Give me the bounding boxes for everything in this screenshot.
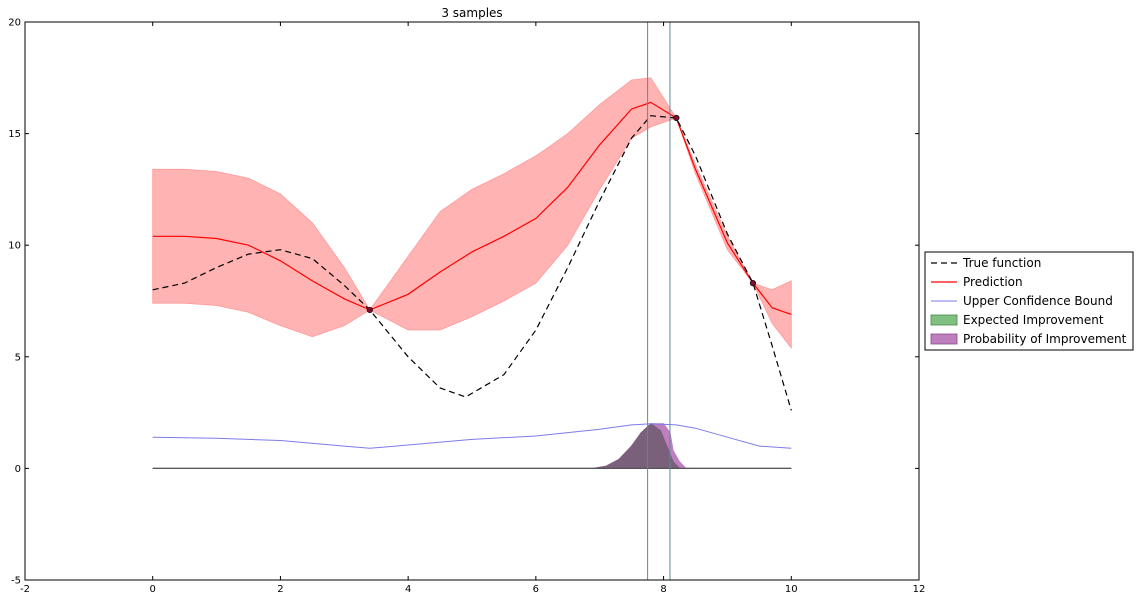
x-tick-label: 0 (150, 584, 156, 595)
x-tick-label: 8 (660, 584, 666, 595)
y-tick-label: 5 (15, 352, 21, 363)
x-tick-label: 12 (913, 584, 926, 595)
legend-label: Expected Improvement (963, 313, 1104, 327)
y-tick-label: -5 (11, 576, 21, 587)
probability-improvement-area (152, 423, 792, 469)
legend-label: Upper Confidence Bound (963, 294, 1113, 308)
legend-label: True function (962, 256, 1041, 270)
ucb-line (152, 423, 792, 449)
plot-area (152, 22, 792, 580)
x-tick-label: 2 (277, 584, 283, 595)
x-tick-label: -2 (20, 584, 30, 595)
x-tick-label: 10 (785, 584, 798, 595)
y-tick-label: 20 (8, 18, 21, 29)
chart-title: 3 samples (441, 6, 502, 20)
expected-improvement-area (152, 423, 792, 469)
legend-pi-swatch (930, 333, 958, 345)
sample-point (366, 306, 373, 314)
confidence-band (152, 77, 792, 350)
x-tick-label: 6 (533, 584, 539, 595)
y-tick-label: 10 (8, 241, 21, 252)
plot-frame (24, 21, 920, 581)
true-function-line (152, 115, 792, 411)
legend-label: Prediction (963, 275, 1023, 289)
legend-box (924, 251, 1134, 351)
legend-ei-swatch (930, 314, 958, 326)
legend-label: Probability of Improvement (963, 332, 1127, 346)
axis-ticks: -2 0 2 4 6 8 10 12 -5 0 5 10 15 20 (8, 18, 925, 596)
y-tick-label: 15 (8, 129, 21, 140)
sample-point (673, 114, 680, 122)
prediction-line (152, 101, 792, 315)
x-tick-label: 4 (405, 584, 411, 595)
sample-point (749, 280, 757, 287)
legend: True function Prediction Upper Confidence … (924, 251, 1134, 351)
y-tick-label: 0 (15, 464, 21, 475)
